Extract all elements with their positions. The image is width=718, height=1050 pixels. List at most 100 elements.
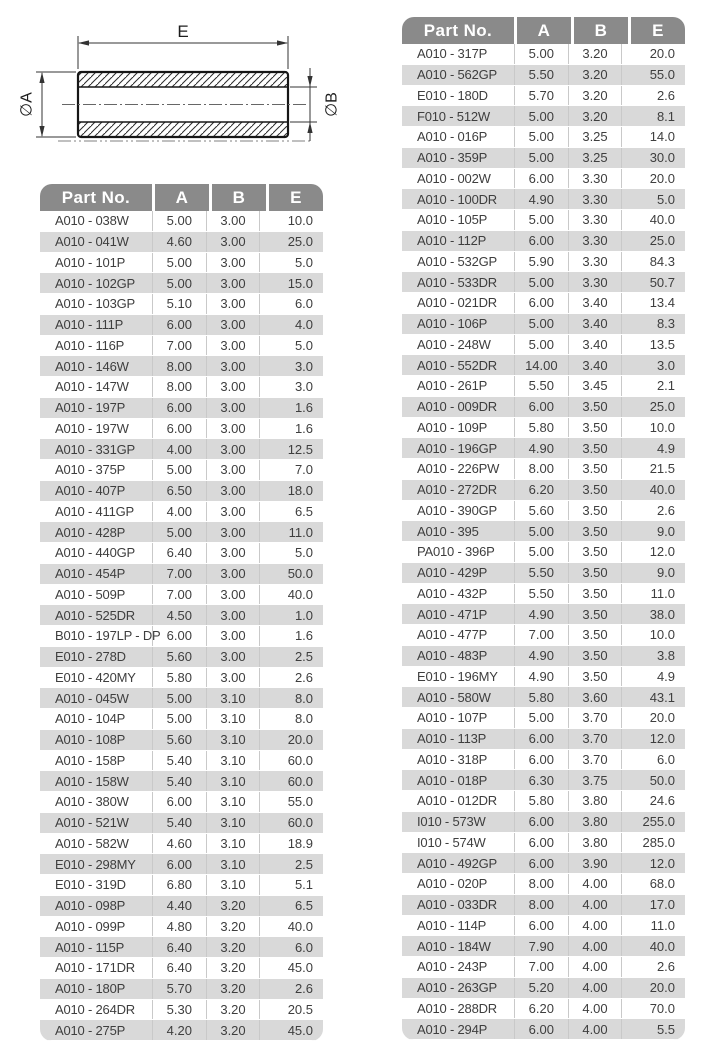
table-row: A010 - 429P 5.50 3.50 9.0: [402, 562, 685, 584]
a-value-cell: 6.00: [152, 418, 206, 439]
e-arrow-left: [78, 40, 89, 46]
e-value-cell: 1.6: [259, 626, 323, 646]
e-value-cell: 6.5: [259, 895, 323, 916]
table-row: I010 - 574W 6.00 3.80 285.0: [402, 832, 685, 854]
table-row: A010 - 318P 6.00 3.70 6.0: [402, 749, 685, 771]
a-value-cell: 6.00: [514, 853, 568, 873]
b-arrow-bottom: [307, 122, 313, 133]
table-row: A010 - 263GP 5.20 4.00 20.0: [402, 977, 685, 999]
a-value-cell: 4.20: [152, 1020, 206, 1040]
part-no-cell: A010 - 582W: [55, 835, 129, 851]
table-row: A010 - 407P 6.50 3.00 18.0: [40, 480, 323, 502]
b-value-cell: 3.50: [567, 583, 622, 604]
table-row: A010 - 288DR 6.20 4.00 70.0: [402, 998, 685, 1020]
e-value-cell: 20.0: [259, 729, 323, 750]
table-row: A010 - 562GP 5.50 3.20 55.0: [402, 64, 685, 86]
e-value-cell: 4.9: [621, 438, 685, 458]
table-row: A010 - 012DR 5.80 3.80 24.6: [402, 791, 685, 812]
b-value-cell: 3.40: [567, 293, 622, 313]
part-no-cell: E010 - 420MY: [55, 669, 136, 685]
part-no-cell: A010 - 158W: [55, 773, 129, 789]
a-value-cell: 6.20: [514, 998, 568, 1019]
b-arrow-top: [307, 76, 313, 87]
e-value-cell: 6.0: [259, 937, 323, 957]
b-value-cell: 3.30: [567, 210, 622, 230]
table-row: E010 - 196MY 4.90 3.50 4.9: [402, 666, 685, 688]
part-no-cell: A010 - 243P: [417, 959, 488, 975]
b-value-cell: 3.00: [205, 335, 260, 356]
e-value-cell: 45.0: [259, 958, 323, 978]
table-row: A010 - 428P 5.00 3.00 11.0: [40, 522, 323, 543]
table-row: A010 - 108P 5.60 3.10 20.0: [40, 729, 323, 751]
part-no-cell: A010 - 197P: [55, 400, 126, 416]
part-no-cell: A010 - 104P: [55, 711, 126, 727]
column-header-part-no: Part No.: [61, 187, 131, 207]
a-value-cell: 14.00: [514, 355, 568, 375]
b-value-cell: 3.00: [205, 646, 260, 667]
a-value-cell: 6.00: [514, 832, 568, 853]
b-value-cell: 3.50: [567, 666, 622, 687]
a-value-cell: 5.00: [152, 709, 206, 729]
b-value-cell: 3.00: [205, 439, 260, 459]
part-no-cell: A010 - 272DR: [417, 482, 497, 498]
part-no-cell: A010 - 018P: [417, 772, 488, 788]
table-row: E010 - 420MY 5.80 3.00 2.6: [40, 667, 323, 689]
a-value-cell: 4.90: [514, 438, 568, 458]
e-value-cell: 3.0: [259, 356, 323, 376]
table-row: A010 - 582W 4.60 3.10 18.9: [40, 833, 323, 855]
part-no-cell: A010 - 002W: [417, 170, 491, 186]
b-value-cell: 3.10: [205, 771, 260, 791]
part-no-cell: A010 - 196GP: [417, 440, 497, 456]
e-value-cell: 12.0: [621, 542, 685, 562]
e-value-cell: 2.6: [621, 957, 685, 977]
e-value-cell: 20.0: [621, 168, 685, 189]
a-value-cell: 6.00: [514, 915, 568, 936]
table-row: A010 - 041W 4.60 3.00 25.0: [40, 231, 323, 253]
a-value-cell: 5.70: [152, 978, 206, 999]
table-row: A010 - 009DR 6.00 3.50 25.0: [402, 396, 685, 418]
table-row: A010 - 045W 5.00 3.10 8.0: [40, 688, 323, 709]
b-value-cell: 3.30: [567, 251, 622, 272]
part-no-cell: A010 - 294P: [417, 1021, 488, 1037]
b-value-cell: 3.30: [567, 168, 622, 189]
e-value-cell: 9.0: [621, 521, 685, 541]
b-value-cell: 3.20: [205, 1020, 260, 1040]
b-value-cell: 4.00: [567, 874, 622, 894]
part-no-cell: A010 - 101P: [55, 254, 126, 270]
e-value-cell: 5.0: [259, 252, 323, 273]
e-value-cell: 255.0: [621, 811, 685, 832]
part-no-cell: A010 - 429P: [417, 565, 488, 581]
a-value-cell: 6.80: [152, 875, 206, 895]
b-value-cell: 3.50: [567, 625, 622, 645]
a-value-cell: 6.00: [514, 396, 568, 417]
e-value-cell: 5.0: [259, 335, 323, 356]
b-value-cell: 3.10: [205, 833, 260, 854]
e-value-cell: 3.8: [621, 645, 685, 666]
b-value-cell: 3.20: [205, 916, 260, 937]
e-value-cell: 2.1: [621, 376, 685, 396]
a-value-cell: 5.90: [514, 251, 568, 272]
e-value-cell: 21.5: [621, 459, 685, 479]
a-value-cell: 4.90: [514, 645, 568, 666]
table-row: PA010 - 396P 5.00 3.50 12.0: [402, 542, 685, 563]
e-value-cell: 11.0: [621, 583, 685, 604]
a-value-cell: 7.00: [514, 625, 568, 645]
a-value-cell: 6.00: [514, 811, 568, 832]
b-value-cell: 3.25: [567, 127, 622, 147]
part-no-cell: A010 - 106P: [417, 316, 488, 332]
e-value-cell: 4.9: [621, 666, 685, 687]
e-value-cell: 7.0: [259, 460, 323, 480]
b-value-cell: 3.00: [205, 397, 260, 418]
a-value-cell: 5.40: [152, 812, 206, 833]
a-value-cell: 5.00: [514, 521, 568, 541]
part-no-cell: A010 - 525DR: [55, 607, 135, 623]
table-row: E010 - 278D 5.60 3.00 2.5: [40, 646, 323, 668]
a-value-cell: 6.00: [152, 314, 206, 335]
table-header: Part No. A B E: [402, 17, 685, 44]
b-value-cell: 3.40: [567, 313, 622, 334]
e-value-cell: 4.0: [259, 314, 323, 335]
a-value-cell: 5.00: [514, 334, 568, 355]
part-no-cell: A010 - 275P: [55, 1022, 126, 1038]
a-value-cell: 5.00: [152, 460, 206, 480]
b-value-cell: 3.20: [567, 106, 622, 126]
